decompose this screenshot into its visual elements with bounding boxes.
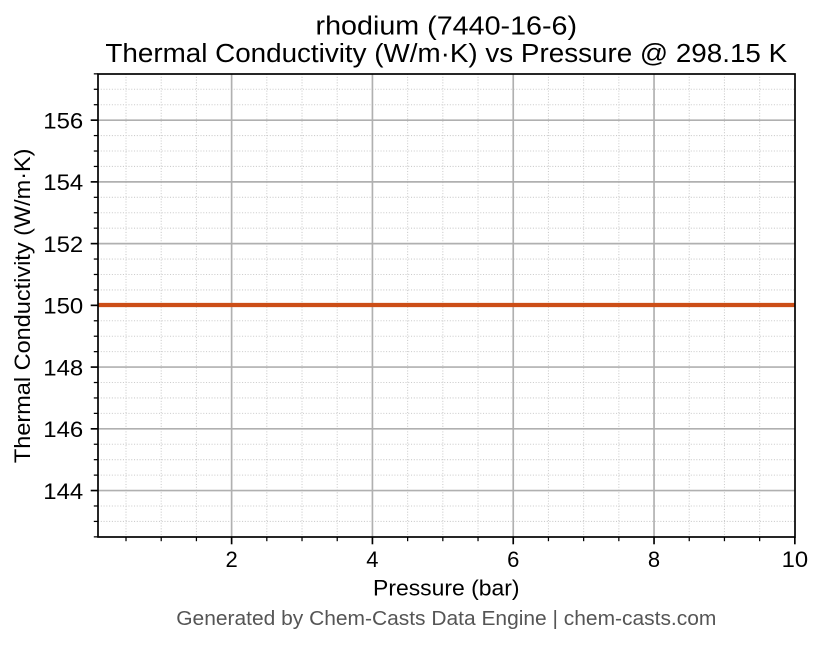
svg-text:Thermal Conductivity (W/m·K): Thermal Conductivity (W/m·K) bbox=[10, 149, 35, 464]
svg-text:Pressure (bar): Pressure (bar) bbox=[373, 575, 520, 600]
svg-text:2: 2 bbox=[225, 547, 237, 572]
svg-text:Generated by Chem-Casts Data E: Generated by Chem-Casts Data Engine | ch… bbox=[176, 608, 716, 630]
svg-text:152: 152 bbox=[43, 232, 83, 257]
svg-text:10: 10 bbox=[782, 547, 809, 572]
svg-text:146: 146 bbox=[43, 417, 83, 442]
svg-text:6: 6 bbox=[507, 547, 519, 572]
svg-text:Thermal Conductivity (W/m·K) v: Thermal Conductivity (W/m·K) vs Pressure… bbox=[105, 38, 787, 68]
svg-text:rhodium (7440-16-6): rhodium (7440-16-6) bbox=[316, 11, 578, 41]
svg-text:148: 148 bbox=[43, 355, 83, 380]
svg-text:4: 4 bbox=[366, 547, 378, 572]
svg-text:154: 154 bbox=[43, 170, 83, 195]
svg-text:150: 150 bbox=[43, 294, 83, 319]
svg-text:156: 156 bbox=[43, 108, 83, 133]
svg-text:144: 144 bbox=[43, 479, 83, 504]
svg-text:8: 8 bbox=[648, 547, 660, 572]
